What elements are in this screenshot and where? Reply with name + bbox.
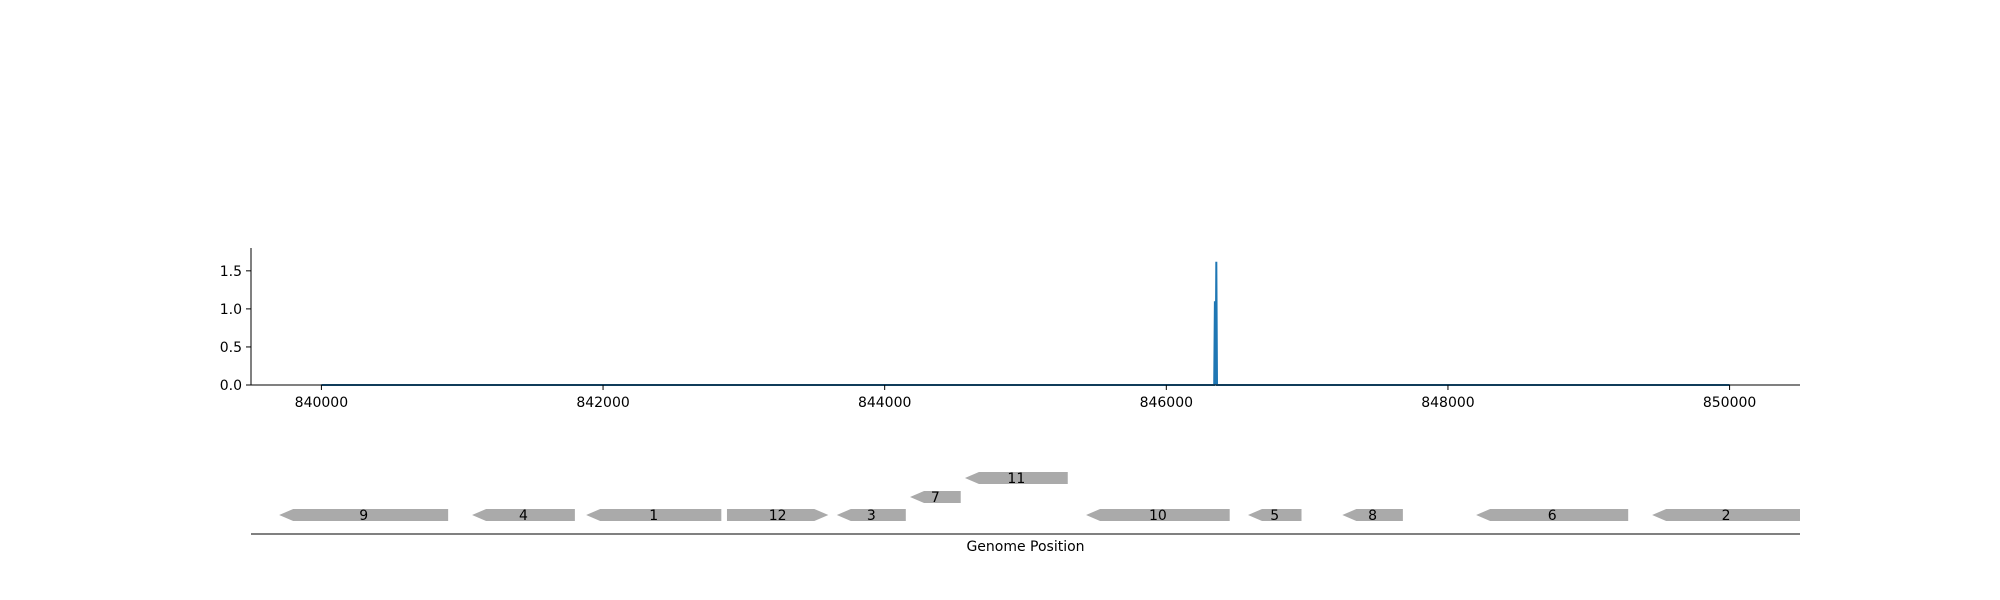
gene-label: 11 (1007, 471, 1025, 487)
x-tick-label: 840000 (295, 395, 348, 411)
gene-feature-2 (1652, 509, 1800, 521)
y-tick-label: 0.5 (220, 340, 242, 356)
gene-label: 4 (519, 508, 528, 524)
y-tick-label: 1.0 (220, 302, 242, 318)
x-axis-ticks: 840000 842000 844000 846000 848000 850000 (295, 385, 1756, 411)
gene-label: 1 (649, 508, 658, 524)
y-tick-label: 1.5 (220, 264, 242, 280)
gene-feature-12 (726, 509, 829, 521)
gene-feature-8 (1342, 509, 1403, 521)
gene-feature-4 (472, 509, 575, 521)
gene-label: 10 (1149, 508, 1167, 524)
x-tick-label: 846000 (1140, 395, 1193, 411)
gene-feature-3 (836, 509, 906, 521)
gene-feature-10 (1086, 509, 1230, 521)
gene-label: 12 (769, 508, 787, 524)
gene-label: 3 (867, 508, 876, 524)
y-tick-label: 0.0 (220, 378, 242, 394)
gene-label: 2 (1722, 508, 1731, 524)
gene-track-x-axis-label: Genome Position (966, 539, 1084, 555)
y-axis-ticks: 0.0 0.5 1.0 1.5 (220, 264, 251, 394)
gene-feature-11 (964, 472, 1068, 484)
gene-label: 5 (1270, 508, 1279, 524)
gene-label: 9 (359, 508, 368, 524)
coverage-series-group (321, 261, 1730, 386)
x-tick-label: 850000 (1703, 395, 1756, 411)
gene-feature-5 (1247, 509, 1302, 521)
gene-feature-1 (586, 509, 722, 521)
x-tick-label: 844000 (858, 395, 911, 411)
gene-track: 9 4 1 12 3 7 11 10 5 8 6 2 Genome Position (251, 471, 1800, 555)
coverage-plot: 0.0 0.5 1.0 1.5 840000 842000 844000 846000 848… (220, 248, 1800, 411)
gene-feature-6 (1476, 509, 1629, 521)
coverage-line (321, 261, 1730, 386)
x-tick-label: 848000 (1421, 395, 1474, 411)
gene-feature-9 (279, 509, 449, 521)
gene-feature-7 (910, 491, 961, 503)
gene-label: 6 (1548, 508, 1557, 524)
gene-features: 9 4 1 12 3 7 11 10 5 8 6 2 (279, 471, 1800, 524)
gene-label: 7 (931, 490, 940, 506)
gene-label: 8 (1368, 508, 1377, 524)
x-tick-label: 842000 (576, 395, 629, 411)
